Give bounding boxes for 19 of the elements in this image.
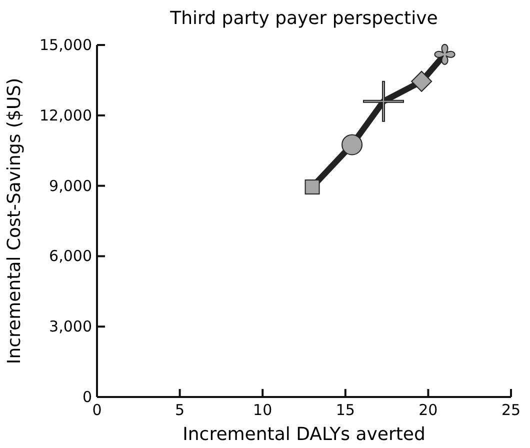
- x-tick-label: 25: [501, 401, 521, 419]
- y-tick-label: 15,000: [40, 36, 92, 54]
- x-axis-title: Incremental DALYs averted: [182, 424, 426, 445]
- x-tick-label: 15: [336, 401, 355, 419]
- chart-title: Third party payer perspective: [169, 8, 438, 29]
- x-tick-label: 5: [175, 401, 185, 419]
- y-tick-label: 9,000: [49, 176, 92, 195]
- x-tick-label: 20: [418, 401, 438, 419]
- y-tick-label: 6,000: [49, 247, 92, 266]
- y-axis-title: Incremental Cost-Savings ($US): [4, 78, 25, 364]
- point: [362, 80, 404, 122]
- x-tick-label: 10: [253, 401, 272, 419]
- y-tick-label: 0: [82, 388, 92, 406]
- y-tick-label: 12,000: [40, 106, 92, 124]
- point: [304, 179, 320, 194]
- point: [434, 44, 456, 65]
- point: [342, 134, 363, 156]
- point: [411, 70, 432, 92]
- y-tick-label: 3,000: [49, 318, 92, 336]
